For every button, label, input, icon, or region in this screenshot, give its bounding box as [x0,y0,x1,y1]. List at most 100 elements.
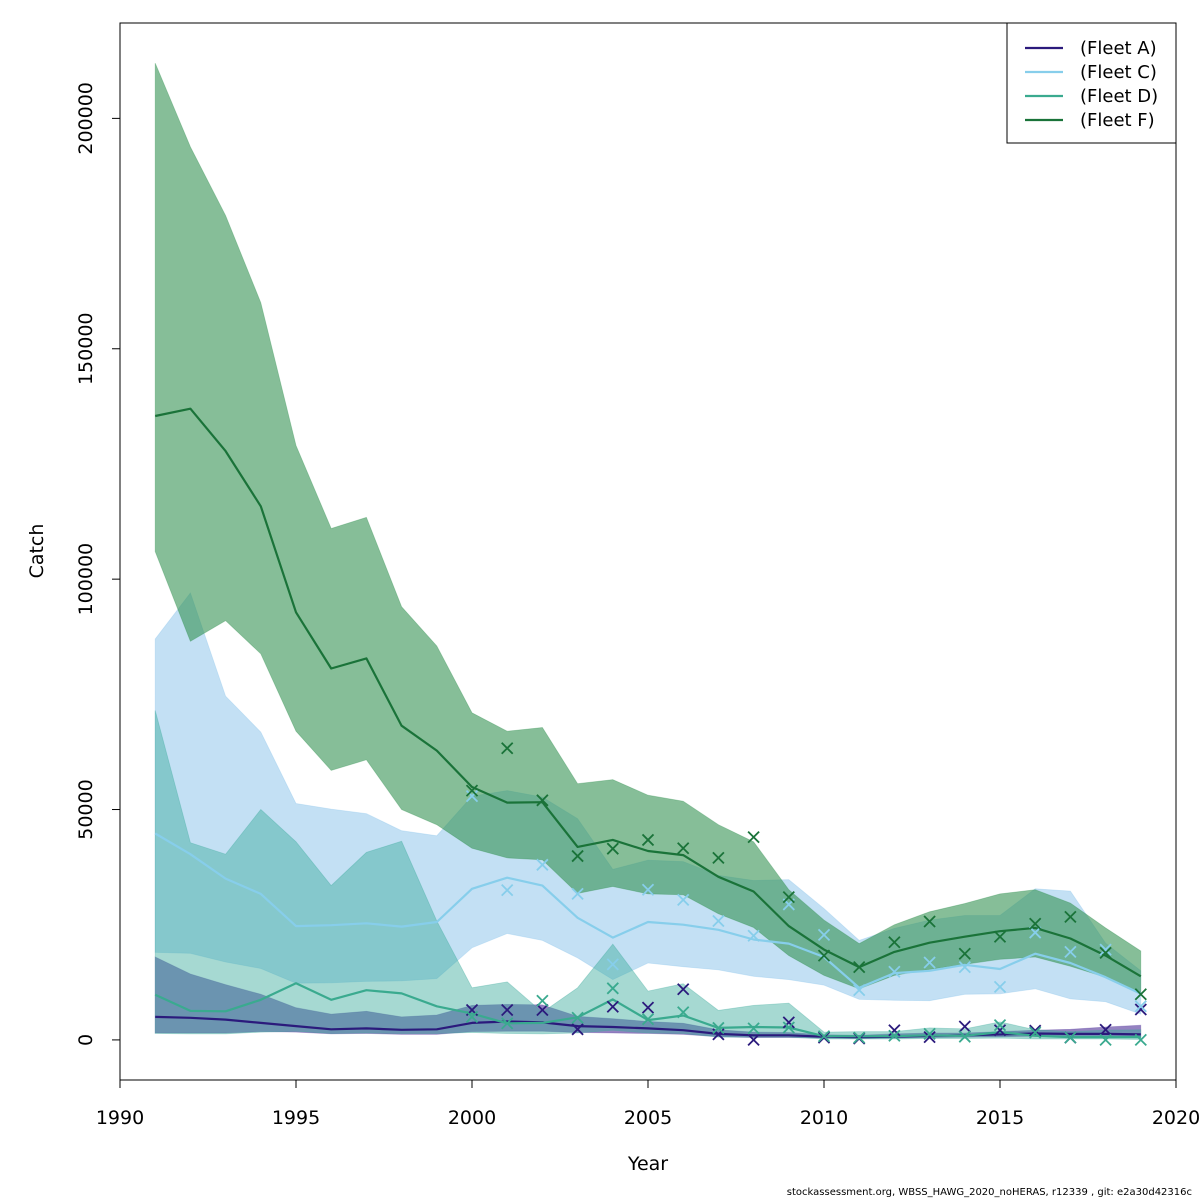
obs-point-0-2013 [923,1031,936,1044]
obs-point-3-2017 [1064,910,1077,924]
obs-point-1-2004 [606,958,619,971]
x-tick-label: 2005 [624,1107,672,1129]
obs-point-2-2006 [677,1006,690,1019]
obs-point-3-2008 [747,831,760,844]
legend-label: (Fleet D) [1080,86,1158,107]
obs-point-1-2016 [1029,926,1042,939]
x-tick-label: 1990 [96,1107,144,1129]
obs-point-0-2010 [817,1031,831,1044]
obs-point-1-2017 [1064,945,1077,959]
x-tick-label: 2010 [800,1107,848,1129]
y-tick-label: 150000 [75,312,97,385]
obs-point-1-2014 [958,960,971,974]
obs-point-0-2002 [536,1003,549,1017]
obs-point-3-2009 [782,890,795,904]
obs-point-2-2015 [993,1019,1007,1032]
obs-point-2-2018 [1099,1033,1112,1047]
obs-point-2-2016 [1029,1026,1042,1039]
obs-point-1-2008 [747,929,760,942]
obs-point-3-2013 [923,915,936,928]
y-axis-label: Catch [26,524,48,579]
obs-point-1-2012 [888,965,901,978]
obs-point-2-2009 [782,1021,795,1034]
obs-point-2-2017 [1064,1031,1077,1044]
obs-point-0-2018 [1099,1023,1112,1036]
observation-marks [465,742,1147,1047]
legend: (Fleet A) (Fleet C) (Fleet D) (Fleet F) [1006,22,1177,144]
obs-point-1-2013 [923,956,936,969]
obs-point-1-2000 [465,790,479,803]
obs-point-0-2012 [888,1024,901,1037]
obs-point-0-2003 [571,1023,584,1036]
obs-point-3-2003 [571,849,584,863]
footer-credit: stockassessment.org, WBSS_HAWG_2020_noHE… [786,1187,1192,1198]
obs-point-3-2000 [465,784,479,797]
obs-point-3-2016 [1029,917,1042,930]
obs-point-3-2010 [817,949,831,962]
obs-point-3-2012 [888,936,901,949]
obs-point-2-2002 [536,994,549,1007]
obs-point-0-2014 [958,1020,971,1033]
obs-point-0-2015 [993,1024,1007,1037]
obs-point-2-2003 [571,1011,584,1024]
x-tick-label: 1995 [272,1107,320,1129]
confidence-bands [154,62,1142,1040]
series-line-3 [154,407,1142,978]
obs-point-0-2008 [747,1033,760,1047]
obs-point-1-2005 [641,883,655,896]
obs-point-1-2010 [817,928,831,941]
x-axis-label: Year [627,1153,668,1175]
obs-point-2-2008 [747,1022,760,1035]
obs-point-3-2018 [1099,946,1112,959]
x-axis: 1990 1995 2000 2005 2010 2015 2020 [96,1079,1200,1129]
legend-item-0: (Fleet A) [1025,38,1157,59]
obs-point-2-2012 [888,1029,901,1042]
obs-point-3-2004 [606,842,619,855]
obs-point-0-2004 [606,1000,619,1013]
obs-point-3-2011 [853,960,866,974]
x-tick-label: 2020 [1152,1107,1200,1129]
legend-label: (Fleet C) [1080,62,1157,83]
x-tick-label: 2000 [448,1107,496,1129]
obs-point-1-2007 [712,914,725,928]
obs-point-0-2006 [677,983,690,996]
obs-point-1-2002 [536,858,549,871]
legend-label: (Fleet F) [1080,110,1155,131]
obs-point-1-2015 [993,980,1007,994]
obs-point-3-2014 [958,947,971,960]
obs-point-1-2003 [571,887,584,900]
obs-point-3-2019 [1134,988,1147,1001]
obs-point-1-2006 [677,893,690,906]
obs-point-2-2001 [501,1017,514,1030]
legend-item-1: (Fleet C) [1025,62,1157,83]
obs-point-3-2007 [712,851,725,865]
legend-item-3: (Fleet F) [1025,110,1155,131]
obs-point-1-2001 [501,884,514,897]
obs-point-2-2014 [958,1030,971,1043]
obs-point-0-2009 [782,1016,795,1029]
legend-box [1006,22,1177,144]
y-axis: 0 50000 100000 150000 200000 [75,82,121,1046]
obs-point-3-2002 [536,794,549,807]
obs-point-2-2010 [817,1030,831,1043]
legend-item-2: (Fleet D) [1025,86,1158,107]
obs-point-2-2013 [923,1027,936,1041]
x-tick-label: 2015 [976,1107,1024,1129]
obs-point-0-2019 [1134,1003,1147,1016]
y-tick-label: 200000 [75,82,97,155]
legend-label: (Fleet A) [1080,38,1157,59]
obs-point-0-2016 [1029,1024,1042,1037]
obs-point-3-2006 [677,842,690,855]
obs-point-3-2001 [501,742,514,755]
y-tick-label: 50000 [75,779,97,839]
obs-point-2-2005 [641,1013,655,1026]
obs-point-3-2015 [993,930,1007,943]
series-line-1 [154,832,1142,995]
obs-point-2-2000 [465,1010,479,1024]
obs-point-1-2011 [853,984,866,997]
obs-point-2-2011 [853,1031,866,1044]
y-tick-label: 100000 [75,543,97,616]
obs-point-3-2005 [641,833,655,847]
obs-point-1-2019 [1134,1000,1147,1013]
